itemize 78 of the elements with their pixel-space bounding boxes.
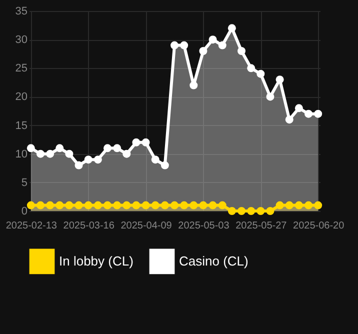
legend-label: Casino (CL) xyxy=(179,253,248,268)
y-tick-label: 25 xyxy=(15,62,28,75)
point xyxy=(314,110,322,118)
point xyxy=(256,207,265,215)
point xyxy=(160,201,169,210)
point xyxy=(113,144,122,152)
point xyxy=(247,207,256,215)
point xyxy=(56,144,64,152)
point xyxy=(26,144,35,152)
y-tick-label: 5 xyxy=(21,176,28,189)
point xyxy=(103,201,112,210)
point xyxy=(180,41,188,50)
point xyxy=(199,47,208,55)
legend-label: In lobby (CL) xyxy=(59,253,134,268)
point xyxy=(276,76,284,84)
point xyxy=(151,201,160,210)
point xyxy=(84,156,92,164)
x-tick-label: 2025-04-09 xyxy=(120,220,172,232)
point xyxy=(190,81,198,90)
point xyxy=(266,92,274,101)
point xyxy=(228,207,236,215)
point xyxy=(208,201,217,210)
point xyxy=(285,201,294,210)
point xyxy=(256,70,265,78)
point xyxy=(218,201,226,210)
point xyxy=(294,104,303,112)
point xyxy=(180,201,188,210)
point xyxy=(218,41,226,50)
point xyxy=(304,110,313,118)
point xyxy=(26,201,35,210)
point xyxy=(132,138,140,146)
point xyxy=(266,207,274,215)
point xyxy=(122,150,131,158)
x-tick-label: 2025-02-13 xyxy=(6,220,58,232)
x-tick-label: 2025-05-03 xyxy=(178,220,230,232)
point xyxy=(65,201,74,210)
point xyxy=(74,161,83,170)
x-tick-label: 2025-05-27 xyxy=(236,220,288,232)
y-tick-label: 30 xyxy=(15,34,28,46)
point xyxy=(142,138,150,146)
point xyxy=(36,150,44,158)
point xyxy=(94,156,102,164)
point xyxy=(285,116,294,124)
point xyxy=(122,201,131,210)
point xyxy=(74,201,83,210)
point xyxy=(190,201,198,210)
point xyxy=(276,201,284,210)
y-tick-label: 20 xyxy=(15,91,28,104)
point xyxy=(84,201,92,210)
point xyxy=(304,201,313,210)
point xyxy=(238,207,246,215)
point xyxy=(151,156,160,164)
y-tick-label: 10 xyxy=(15,148,28,160)
point xyxy=(247,64,256,72)
point xyxy=(94,201,102,210)
point xyxy=(160,161,169,170)
point xyxy=(238,47,246,55)
x-tick-label: 2025-03-16 xyxy=(63,220,115,232)
y-tick-label: 15 xyxy=(15,120,28,132)
point xyxy=(199,201,208,210)
point xyxy=(113,201,122,210)
point xyxy=(46,150,54,158)
point xyxy=(65,150,74,158)
point xyxy=(170,201,178,210)
y-tick-label: 0 xyxy=(21,206,28,218)
point xyxy=(103,144,112,152)
point xyxy=(46,201,54,210)
point xyxy=(132,201,140,210)
point xyxy=(170,41,178,50)
point xyxy=(294,201,303,210)
point xyxy=(56,201,64,210)
point xyxy=(314,201,322,210)
point xyxy=(36,201,44,210)
point xyxy=(142,201,150,210)
x-tick-label: 2025-06-20 xyxy=(293,220,345,232)
point xyxy=(208,36,217,44)
point xyxy=(228,24,236,32)
y-tick-label: 35 xyxy=(15,6,28,18)
